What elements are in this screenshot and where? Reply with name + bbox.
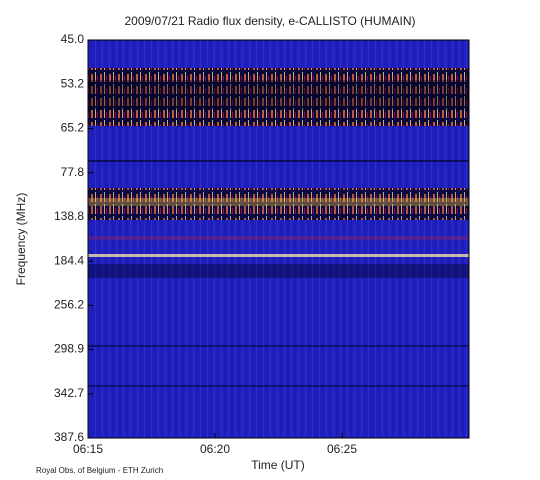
plot-frame [87,39,470,439]
y-tick-label: 45.0 [61,32,85,46]
x-tick-label: 06:25 [327,442,357,456]
y-tick-label: 387.6 [54,430,84,444]
chart-title: 2009/07/21 Radio flux density, e-CALLIST… [124,14,415,28]
y-tick-label: 138.8 [54,209,84,223]
x-tick-label: 06:15 [73,442,103,456]
y-tick-label: 53.2 [61,76,85,90]
y-tick-label: 77.8 [61,165,85,179]
footer: Royal Obs. of Belgium - ETH Zurich [36,466,163,475]
y-tick-label: 298.9 [54,342,84,356]
y-axis-label: Frequency (MHz) [14,193,28,286]
spectrogram [88,40,469,438]
y-tick-label: 184.4 [54,253,84,267]
y-tick-label: 256.2 [54,298,84,312]
x-tick-label: 06:20 [200,442,230,456]
y-tick-label: 65.2 [61,121,85,135]
x-axis-label: Time (UT) [251,458,305,472]
y-tick-label: 342.7 [54,386,84,400]
